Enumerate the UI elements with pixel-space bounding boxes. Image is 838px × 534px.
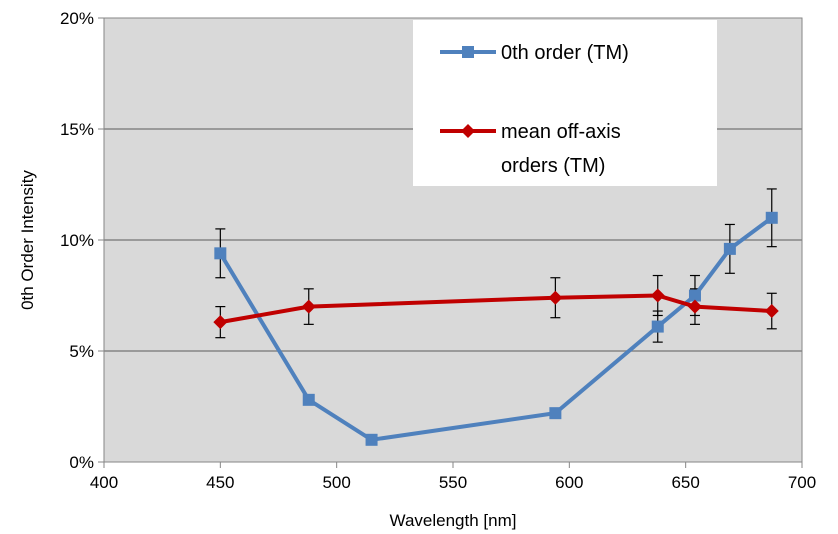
x-tick-label: 550 [439,473,467,492]
data-point-square [549,407,562,420]
y-tick-label: 0% [69,453,94,472]
legend-label: 0th order (TM) [501,42,629,64]
data-point-diamond [301,299,316,314]
x-tick-label: 700 [788,473,816,492]
data-point-square [302,393,315,406]
data-point-diamond [687,299,702,314]
data-point-diamond [548,290,563,305]
x-tick-label: 650 [671,473,699,492]
legend-label: orders (TM) [501,155,605,177]
x-axis-title: Wavelength [nm] [390,511,517,530]
series-line-0 [218,216,773,442]
data-point-square [462,46,474,58]
y-axis: 0% 5% 10% 15% 20% [60,9,104,472]
data-point-square [365,433,378,446]
legend: 0th order (TM) mean off-axis orders (TM) [413,20,717,186]
x-axis: 400 450 500 550 600 650 700 [90,462,816,492]
legend-label: mean off-axis [501,121,621,143]
x-tick-label: 400 [90,473,118,492]
x-tick-label: 600 [555,473,583,492]
y-tick-label: 15% [60,120,94,139]
x-tick-label: 500 [322,473,350,492]
series-line-1 [219,293,772,325]
data-point-square [765,211,778,224]
data-point-diamond [650,288,665,303]
data-point-diamond [213,315,228,330]
x-tick-label: 450 [206,473,234,492]
y-tick-label: 10% [60,231,94,250]
data-point-square [688,289,701,302]
data-point-diamond [461,124,475,138]
data-point-square [723,242,736,255]
plot-series [213,188,779,446]
data-point-square [651,320,664,333]
data-point-diamond [764,304,779,319]
y-tick-label: 20% [60,9,94,28]
y-tick-label: 5% [69,342,94,361]
data-point-square [214,247,227,260]
y-axis-title: 0th Order Intensity [18,170,37,310]
